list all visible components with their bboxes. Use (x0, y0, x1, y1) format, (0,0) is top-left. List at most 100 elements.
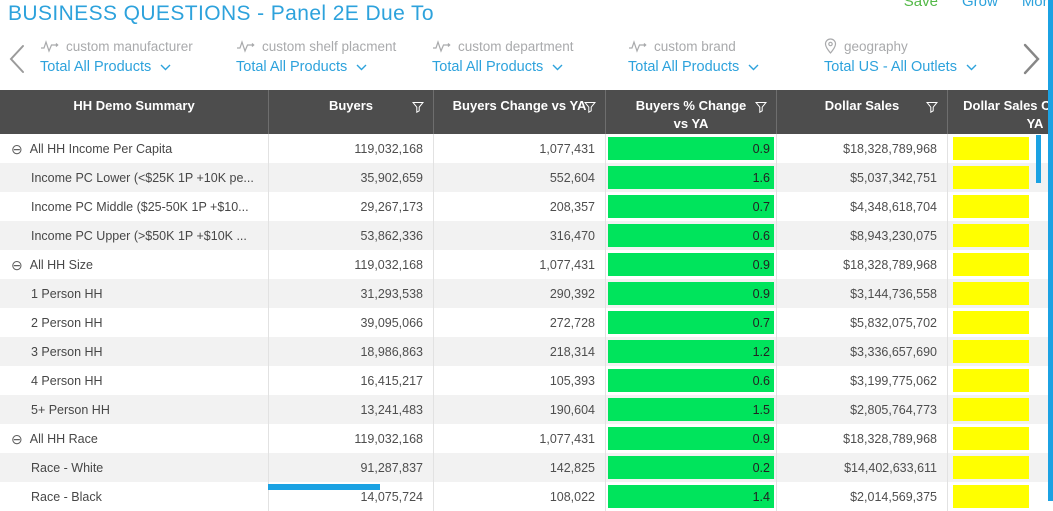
buyers-pct-change-cell[interactable]: 0.6 (605, 221, 776, 250)
table-row[interactable]: ⊖ All HH Race 119,032,168 1,077,431 0.9 … (0, 424, 1053, 453)
column-header-buyers-pct-change[interactable]: Buyers % Change vs YA (605, 90, 776, 134)
buyers-cell[interactable]: 119,032,168 (268, 134, 433, 163)
buyers-pct-change-cell[interactable]: 0.9 (605, 424, 776, 453)
collapse-toggle-icon[interactable]: ⊖ (11, 430, 23, 447)
grow-button[interactable]: Grow (961, 0, 998, 10)
dollar-sales-change-cell[interactable] (947, 279, 1053, 308)
buyers-pct-change-cell[interactable]: 0.9 (605, 134, 776, 163)
buyers-pct-change-cell[interactable]: 1.6 (605, 163, 776, 192)
buyers-cell[interactable]: 39,095,066 (268, 308, 433, 337)
row-label-cell[interactable]: ⊖ Income PC Upper (>$50K 1P +$10K ... (0, 221, 268, 250)
dollar-sales-cell[interactable]: $14,402,633,611 (776, 453, 947, 482)
table-row[interactable]: ⊖ Income PC Lower (<$25K 1P +10K pe... 3… (0, 163, 1053, 192)
table-row[interactable]: ⊖ 2 Person HH 39,095,066 272,728 0.7 $5,… (0, 308, 1053, 337)
dollar-sales-cell[interactable]: $2,805,764,773 (776, 395, 947, 424)
buyers-pct-change-cell[interactable]: 1.5 (605, 395, 776, 424)
buyers-cell[interactable]: 53,862,336 (268, 221, 433, 250)
buyers-pct-change-cell[interactable]: 1.4 (605, 482, 776, 511)
row-label-cell[interactable]: ⊖ 5+ Person HH (0, 395, 268, 424)
dollar-sales-change-cell[interactable] (947, 192, 1053, 221)
buyers-change-cell[interactable]: 1,077,431 (433, 424, 605, 453)
dollar-sales-cell[interactable]: $5,037,342,751 (776, 163, 947, 192)
buyers-cell[interactable]: 16,415,217 (268, 366, 433, 395)
collapse-toggle-icon[interactable]: ⊖ (11, 256, 23, 273)
buyers-cell[interactable]: 91,287,837 (268, 453, 433, 482)
buyers-cell[interactable]: 35,902,659 (268, 163, 433, 192)
buyers-change-cell[interactable]: 1,077,431 (433, 134, 605, 163)
column-header-buyers-change[interactable]: Buyers Change vs YA (433, 90, 605, 134)
chevron-right-icon[interactable] (1018, 42, 1044, 76)
filter-funnel-icon[interactable] (583, 100, 597, 118)
row-label-cell[interactable]: ⊖ All HH Size (0, 250, 268, 279)
dollar-sales-cell[interactable]: $3,144,736,558 (776, 279, 947, 308)
buyers-cell[interactable]: 119,032,168 (268, 250, 433, 279)
row-label-cell[interactable]: ⊖ Income PC Middle ($25-50K 1P +$10... (0, 192, 268, 221)
filter-funnel-icon[interactable] (754, 100, 768, 118)
buyers-change-cell[interactable]: 218,314 (433, 337, 605, 366)
buyers-change-cell[interactable]: 316,470 (433, 221, 605, 250)
column-header-hh-demo-summary[interactable]: HH Demo Summary (73, 98, 195, 113)
table-row[interactable]: ⊖ Income PC Upper (>$50K 1P +$10K ... 53… (0, 221, 1053, 250)
dollar-sales-cell[interactable]: $5,832,075,702 (776, 308, 947, 337)
dollar-sales-cell[interactable]: $2,014,569,375 (776, 482, 947, 511)
buyers-cell[interactable]: 13,241,483 (268, 395, 433, 424)
column-header-buyers[interactable]: Buyers (268, 90, 433, 134)
row-label-cell[interactable]: ⊖ 2 Person HH (0, 308, 268, 337)
dollar-sales-cell[interactable]: $18,328,789,968 (776, 250, 947, 279)
buyers-pct-change-cell[interactable]: 1.2 (605, 337, 776, 366)
dollar-sales-change-cell[interactable] (947, 424, 1053, 453)
save-button[interactable]: Save (903, 0, 938, 10)
chevron-left-icon[interactable] (4, 42, 30, 76)
dollar-sales-change-cell[interactable] (947, 453, 1053, 482)
row-label-cell[interactable]: ⊖ Race - White (0, 453, 268, 482)
buyers-cell[interactable]: 18,986,863 (268, 337, 433, 366)
page-vertical-scrollbar[interactable] (1048, 0, 1053, 501)
buyers-change-cell[interactable]: 190,604 (433, 395, 605, 424)
buyers-change-cell[interactable]: 290,392 (433, 279, 605, 308)
buyers-pct-change-cell[interactable]: 0.7 (605, 192, 776, 221)
dollar-sales-change-cell[interactable] (947, 134, 1053, 163)
collapse-toggle-icon[interactable]: ⊖ (11, 140, 23, 157)
column-header-dollar-sales-change[interactable]: Dollar Sales Change vs YA (947, 90, 1053, 134)
buyers-change-cell[interactable]: 272,728 (433, 308, 605, 337)
column-header-dollar-sales[interactable]: Dollar Sales (776, 90, 947, 134)
slicer-value-dropdown[interactable]: Total All Products (236, 59, 367, 75)
row-label-cell[interactable]: ⊖ Race - Black (0, 482, 268, 511)
dollar-sales-cell[interactable]: $4,348,618,704 (776, 192, 947, 221)
table-row[interactable]: ⊖ All HH Income Per Capita 119,032,168 1… (0, 134, 1053, 163)
table-row[interactable]: ⊖ Race - White 91,287,837 142,825 0.2 $1… (0, 453, 1053, 482)
dollar-sales-change-cell[interactable] (947, 250, 1053, 279)
buyers-pct-change-cell[interactable]: 0.7 (605, 308, 776, 337)
table-row[interactable]: ⊖ Income PC Middle ($25-50K 1P +$10... 2… (0, 192, 1053, 221)
table-row[interactable]: ⊖ 1 Person HH 31,293,538 290,392 0.9 $3,… (0, 279, 1053, 308)
buyers-cell[interactable]: 29,267,173 (268, 192, 433, 221)
table-vertical-scrollbar-thumb[interactable] (1036, 135, 1041, 183)
buyers-change-cell[interactable]: 142,825 (433, 453, 605, 482)
row-label-cell[interactable]: ⊖ 4 Person HH (0, 366, 268, 395)
buyers-pct-change-cell[interactable]: 0.2 (605, 453, 776, 482)
dollar-sales-cell[interactable]: $3,336,657,690 (776, 337, 947, 366)
horizontal-scrollbar-thumb[interactable] (268, 484, 380, 490)
row-label-cell[interactable]: ⊖ Income PC Lower (<$25K 1P +10K pe... (0, 163, 268, 192)
row-label-cell[interactable]: ⊖ 1 Person HH (0, 279, 268, 308)
table-row[interactable]: ⊖ All HH Size 119,032,168 1,077,431 0.9 … (0, 250, 1053, 279)
dollar-sales-change-cell[interactable] (947, 482, 1053, 511)
buyers-pct-change-cell[interactable]: 0.9 (605, 250, 776, 279)
dollar-sales-cell[interactable]: $18,328,789,968 (776, 424, 947, 453)
row-label-cell[interactable]: ⊖ All HH Race (0, 424, 268, 453)
dollar-sales-change-cell[interactable] (947, 308, 1053, 337)
buyers-cell[interactable]: 14,075,724 (268, 482, 433, 511)
buyers-cell[interactable]: 31,293,538 (268, 279, 433, 308)
buyers-change-cell[interactable]: 552,604 (433, 163, 605, 192)
buyers-change-cell[interactable]: 105,393 (433, 366, 605, 395)
dollar-sales-change-cell[interactable] (947, 221, 1053, 250)
dollar-sales-cell[interactable]: $3,199,775,062 (776, 366, 947, 395)
dollar-sales-cell[interactable]: $18,328,789,968 (776, 134, 947, 163)
dollar-sales-change-cell[interactable] (947, 163, 1053, 192)
dollar-sales-cell[interactable]: $8,943,230,075 (776, 221, 947, 250)
table-row[interactable]: ⊖ 3 Person HH 18,986,863 218,314 1.2 $3,… (0, 337, 1053, 366)
dollar-sales-change-cell[interactable] (947, 395, 1053, 424)
dollar-sales-change-cell[interactable] (947, 366, 1053, 395)
slicer-value-dropdown[interactable]: Total All Products (40, 59, 171, 75)
slicer-value-dropdown[interactable]: Total US - All Outlets (824, 59, 977, 75)
